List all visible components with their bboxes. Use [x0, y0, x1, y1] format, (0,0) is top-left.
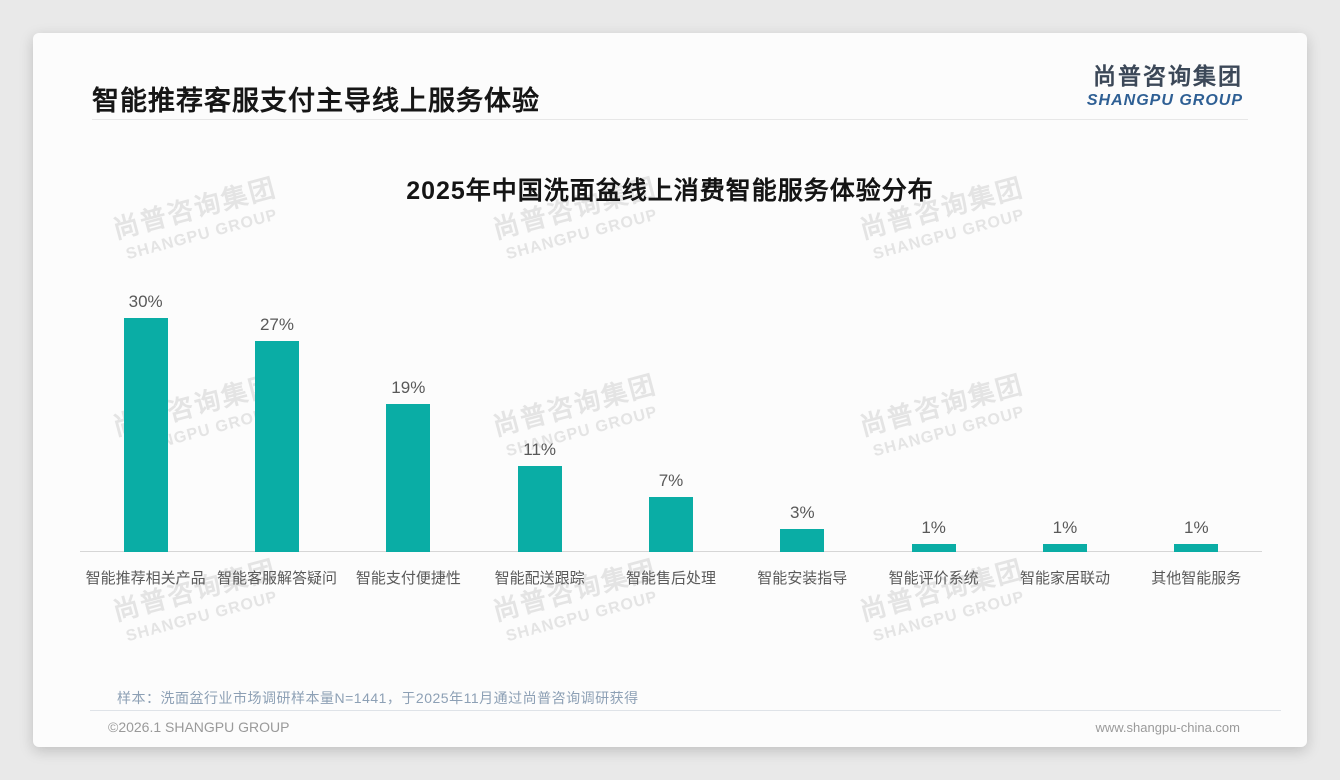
bar	[123, 318, 168, 552]
category-label: 智能配送跟踪	[494, 570, 585, 587]
category-label: 智能支付便捷性	[355, 570, 461, 587]
watermark: 尚普咨询集团 SHANGPU GROUP	[855, 549, 1032, 648]
sample-note: 样本：洗面盆行业市场调研样本量N=1441，于2025年11月通过尚普咨询调研获…	[117, 690, 639, 706]
watermark: 尚普咨询集团 SHANGPU GROUP	[108, 549, 285, 648]
bar-value-label: 3%	[790, 502, 815, 522]
bar-value-label: 30%	[128, 292, 163, 311]
bar-column: 27% 智能客服解答疑问	[211, 252, 342, 587]
bar-column: 7% 智能售后处理	[605, 252, 736, 587]
watermark-english-text: SHANGPU GROUP	[871, 588, 1027, 646]
watermark-chinese-text: 尚普咨询集团	[856, 554, 1027, 627]
bar-column: 19% 智能支付便捷性	[343, 252, 474, 587]
bar	[386, 403, 431, 552]
category-label: 其他智能服务	[1151, 570, 1242, 587]
bar-chart: 30% 智能推荐相关产品 27% 智能客服解答疑问 19% 智能支付便捷性 11% 智能配送跟…	[80, 252, 1262, 587]
footer-divider	[90, 710, 1281, 711]
copyright-text: ©2026.1 SHANGPU GROUP	[108, 719, 290, 735]
bar	[780, 528, 825, 552]
bar-column: 1% 其他智能服务	[1131, 252, 1262, 587]
bar	[648, 497, 693, 552]
logo-english-text: SHANGPU GROUP	[1086, 92, 1243, 109]
category-label: 智能客服解答疑问	[216, 570, 337, 587]
watermark-english-text: SHANGPU GROUP	[504, 588, 660, 646]
bar	[911, 544, 956, 552]
bar-value-label: 19%	[391, 377, 426, 397]
header-divider	[92, 119, 1248, 120]
chart-title: 2025年中国洗面盆线上消费智能服务体验分布	[406, 177, 934, 205]
bar-value-label: 7%	[658, 471, 684, 491]
website-text: www.shangpu-china.com	[1095, 720, 1240, 735]
logo-chinese-text: 尚普咨询集团	[1093, 63, 1243, 89]
category-label: 智能售后处理	[625, 570, 716, 587]
bar	[1174, 544, 1219, 552]
watermark-english-text: SHANGPU GROUP	[124, 588, 280, 646]
watermark-chinese-text: 尚普咨询集团	[109, 554, 280, 627]
watermark: 尚普咨询集团 SHANGPU GROUP	[488, 549, 665, 648]
bar-value-label: 1%	[1184, 518, 1209, 538]
bar	[517, 466, 562, 552]
bar-column: 3% 智能安装指导	[737, 252, 868, 587]
bar-column: 1% 智能家居联动	[999, 252, 1130, 587]
bar-column: 30% 智能推荐相关产品	[80, 252, 211, 587]
page-title: 智能推荐客服支付主导线上服务体验	[92, 86, 540, 116]
category-label: 智能推荐相关产品	[85, 570, 206, 587]
slide-card: 尚普咨询集团 SHANGPU GROUP 尚普咨询集团 SHANGPU GROUP 尚普…	[33, 33, 1307, 747]
category-label: 智能评价系统	[888, 570, 979, 587]
bar-value-label: 27%	[259, 315, 294, 335]
bar-value-label: 11%	[523, 440, 557, 460]
category-label: 智能家居联动	[1019, 570, 1110, 587]
bar	[1042, 544, 1087, 552]
bar	[254, 341, 299, 552]
logo: 尚普咨询集团 SHANGPU GROUP	[1087, 57, 1243, 110]
bar-value-label: 1%	[921, 518, 946, 538]
watermark-chinese-text: 尚普咨询集团	[489, 554, 660, 627]
bar-column: 11% 智能配送跟踪	[474, 252, 605, 587]
bar-column: 1% 智能评价系统	[868, 252, 999, 587]
category-label: 智能安装指导	[757, 570, 848, 587]
bar-value-label: 1%	[1052, 518, 1078, 538]
